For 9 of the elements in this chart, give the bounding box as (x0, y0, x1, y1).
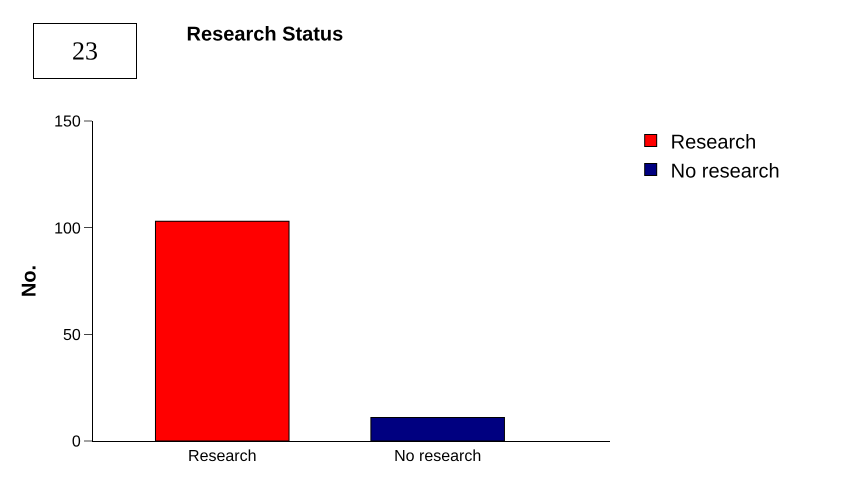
y-tick-label: 150 (54, 114, 81, 131)
y-tick-label: 100 (54, 220, 81, 238)
legend-label: Research (670, 131, 756, 154)
chart-title: Research Status (186, 23, 344, 46)
y-axis-title: No. (18, 264, 41, 298)
y-tick-label: 50 (63, 326, 81, 344)
text: 23 (72, 36, 98, 66)
legend-label: No research (670, 160, 780, 182)
y-tick-label: 0 (72, 434, 81, 451)
